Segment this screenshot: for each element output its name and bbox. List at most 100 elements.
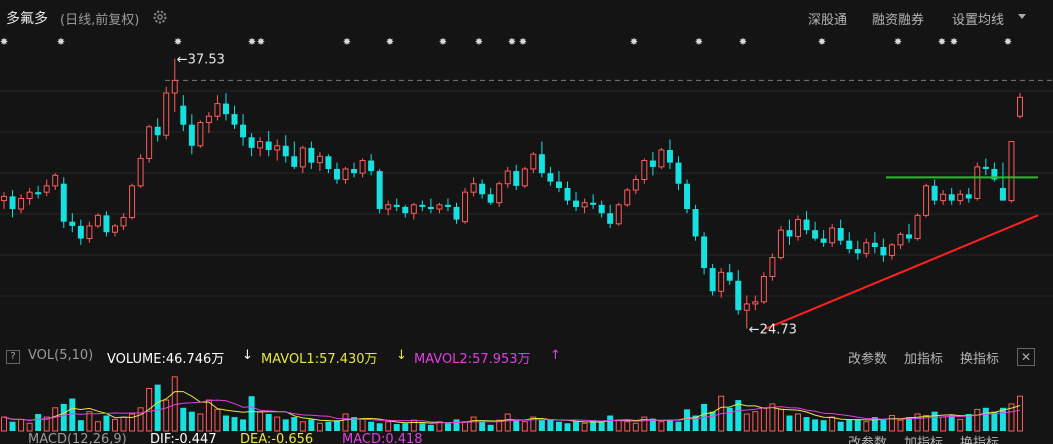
volume-bar: [590, 420, 597, 431]
volume-bar: [615, 419, 622, 432]
caret-down-icon[interactable]: [1018, 14, 1026, 20]
volume-bar: [77, 420, 84, 431]
volume-bar: [632, 422, 639, 432]
link-ma-settings[interactable]: 设置均线: [952, 13, 1005, 28]
candle-body: [1008, 141, 1015, 202]
macd-switch-indicator-button[interactable]: 换指标: [960, 436, 1000, 444]
candle-body: [538, 154, 545, 174]
volume-bar: [470, 416, 477, 432]
candle-body: [624, 189, 631, 206]
volume-bar: [291, 417, 298, 431]
volume-bar: [231, 417, 238, 431]
candle-body: [795, 219, 802, 237]
candle-body: [163, 92, 170, 136]
period-label: (日线,前复权): [60, 13, 140, 28]
event-markers: ✸ ✸ ✸ ✸ ✸ ✸ ✸ ✸ ✸ ✸ ✸ ✸ ✸ ✸ ✸ ✸ ✸ ✸ ✸: [0, 37, 1012, 48]
volume-bar: [368, 421, 375, 431]
add-indicator-button[interactable]: 加指标: [904, 352, 944, 367]
candle-body: [820, 238, 827, 243]
candle-body: [453, 206, 460, 220]
volume-bar: [385, 421, 392, 432]
volume-bar: [18, 418, 25, 432]
volume-chart[interactable]: [0, 369, 1053, 432]
candles: [1, 58, 1023, 329]
candle-body: [265, 141, 272, 150]
candle-body: [410, 204, 417, 214]
macd-add-indicator-button[interactable]: 加指标: [904, 436, 944, 444]
volume-bar: [316, 422, 323, 432]
candle-body: [675, 162, 682, 184]
volume-bar: [188, 411, 195, 431]
candle-body: [974, 166, 981, 199]
candle-body: [52, 174, 59, 187]
candle-body: [649, 160, 656, 167]
candle-body: [231, 114, 238, 125]
volume-bar: [103, 415, 110, 431]
volume-bar: [940, 416, 947, 432]
mavol1-value: MAVOL1:57.430万: [261, 352, 378, 367]
candle-body: [1, 195, 7, 202]
candle-body: [965, 194, 972, 199]
volume-bar: [60, 403, 67, 431]
volume-bar: [444, 423, 451, 431]
candle-body: [786, 230, 793, 237]
candle-body: [402, 206, 409, 214]
volume-bar: [43, 416, 50, 432]
volume-bar: [1, 416, 7, 432]
candle-body: [940, 193, 947, 202]
help-icon[interactable]: ?: [6, 350, 20, 364]
candle-body: [69, 221, 76, 226]
volume-bar: [812, 419, 819, 431]
link-shenzhen-connect[interactable]: 深股通: [808, 13, 848, 28]
volume-bar: [359, 418, 366, 432]
volume-bar: [957, 418, 964, 432]
gear-icon[interactable]: [152, 9, 168, 25]
candle-body: [573, 200, 580, 207]
stock-name[interactable]: 多氟多: [6, 11, 48, 27]
candle-body: [316, 155, 323, 164]
candle-body: [555, 181, 562, 188]
volume-bar: [1017, 395, 1023, 432]
volume-bar: [573, 421, 580, 431]
volume-bar: [69, 398, 76, 431]
candle-body: [137, 157, 144, 187]
candle-body: [436, 204, 443, 210]
volume-bar: [120, 416, 127, 432]
switch-indicator-button[interactable]: 换指标: [960, 352, 1000, 367]
event-marker-icon: ✸: [950, 37, 958, 48]
volume-bar: [462, 421, 469, 432]
volume-bar: [786, 415, 793, 431]
candle-body: [701, 236, 708, 269]
volume-bar: [521, 421, 528, 432]
volume-bar: [735, 400, 742, 431]
candle-body: [641, 160, 648, 181]
candle-body: [607, 213, 614, 224]
macd-edit-params-button[interactable]: 改参数: [848, 436, 888, 444]
edit-params-button[interactable]: 改参数: [848, 352, 888, 367]
volume-bar: [999, 407, 1006, 431]
volume-bar: [504, 413, 511, 432]
event-marker-icon: ✸: [508, 37, 516, 48]
candle-body: [60, 183, 67, 222]
candle-body: [214, 103, 221, 117]
volume-bar: [351, 417, 358, 431]
event-marker-icon: ✸: [630, 37, 638, 48]
candlestick-chart[interactable]: ✸ ✸ ✸ ✸ ✸ ✸ ✸ ✸ ✸ ✸ ✸ ✸ ✸ ✸ ✸ ✸ ✸ ✸ ✸ ←37.53 ←24.73: [0, 34, 1053, 344]
candle-body: [530, 153, 537, 170]
volume-bar: [513, 419, 520, 431]
candle-body: [325, 156, 332, 169]
candle-body: [496, 183, 503, 204]
volume-bar: [299, 421, 306, 432]
volume-bar: [641, 416, 648, 432]
candle-body: [427, 206, 434, 210]
close-icon[interactable]: ✕: [1017, 348, 1035, 366]
volume-bar: [769, 403, 776, 432]
volume-bar: [308, 419, 315, 431]
volume-bar: [795, 413, 802, 432]
candle-body: [26, 191, 33, 199]
event-marker-icon: ✸: [1004, 37, 1012, 48]
link-margin-trading[interactable]: 融资融券: [872, 13, 925, 28]
candle-body: [846, 240, 853, 250]
candle-body: [812, 230, 819, 239]
volume-bar: [803, 417, 810, 431]
